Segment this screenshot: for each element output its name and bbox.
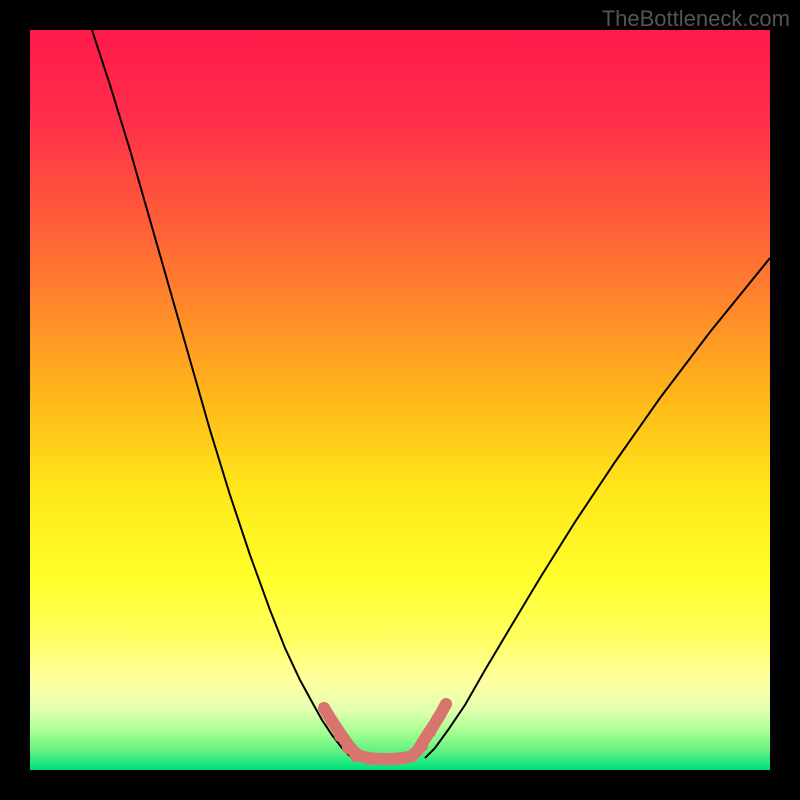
- spline-dot: [326, 716, 338, 728]
- spline-marker-dots: [318, 698, 452, 765]
- watermark-text: TheBottleneck.com: [602, 6, 790, 32]
- spline-dot: [416, 740, 428, 752]
- spline-dot: [392, 753, 404, 765]
- curve-right: [425, 258, 770, 758]
- curve-layer: [30, 30, 770, 770]
- curve-left: [92, 30, 350, 756]
- spline-dot: [334, 730, 346, 742]
- spline-dot: [364, 753, 376, 765]
- spline-dot: [406, 750, 418, 762]
- spline-dot: [378, 753, 390, 765]
- spline-dot: [432, 712, 444, 724]
- plot-area: [30, 30, 770, 770]
- spline-dot: [350, 750, 362, 762]
- spline-dot: [424, 726, 436, 738]
- spline-dot: [440, 698, 452, 710]
- spline-dot: [318, 702, 330, 714]
